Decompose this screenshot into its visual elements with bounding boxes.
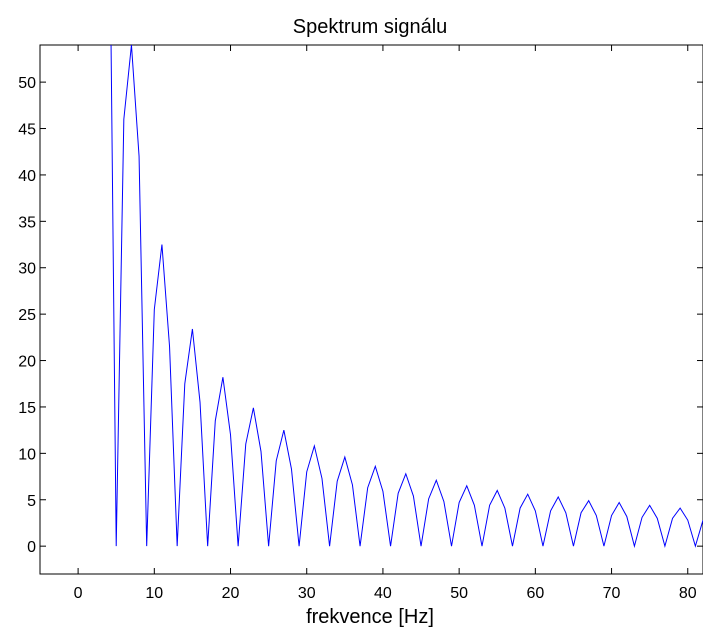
y-tick-label: 45 bbox=[18, 122, 36, 139]
x-tick-label: 80 bbox=[679, 585, 697, 602]
y-tick-label: 25 bbox=[18, 307, 36, 324]
x-tick-label: 50 bbox=[450, 585, 468, 602]
y-tick-label: 30 bbox=[18, 261, 36, 278]
y-tick-label: 15 bbox=[18, 400, 36, 417]
y-tick-label: 20 bbox=[18, 354, 36, 371]
ticks-layer: 0 10 20 30 40 50 60 70 80 0 5 10 15 20 25 30 35 40 45 50 bbox=[18, 45, 703, 602]
x-tick-label: 0 bbox=[74, 585, 83, 602]
y-tick-label: 50 bbox=[18, 75, 36, 92]
x-tick-label: 20 bbox=[222, 585, 240, 602]
x-tick-label: 40 bbox=[374, 585, 392, 602]
x-axis-label: frekvence [Hz] bbox=[306, 606, 434, 628]
y-tick-label: 40 bbox=[18, 168, 36, 185]
chart-title: Spektrum signálu bbox=[293, 16, 448, 38]
spectrum-series-line bbox=[110, 45, 703, 549]
x-tick-label: 60 bbox=[526, 585, 544, 602]
x-tick-label: 10 bbox=[145, 585, 163, 602]
plot-area bbox=[39, 44, 703, 575]
y-tick-label: 35 bbox=[18, 214, 36, 231]
y-tick-label: 0 bbox=[27, 539, 36, 556]
y-tick-label: 10 bbox=[18, 446, 36, 463]
x-tick-label: 30 bbox=[298, 585, 316, 602]
x-tick-label: 70 bbox=[603, 585, 621, 602]
y-tick-label: 5 bbox=[27, 493, 36, 510]
series-layer bbox=[110, 45, 703, 549]
